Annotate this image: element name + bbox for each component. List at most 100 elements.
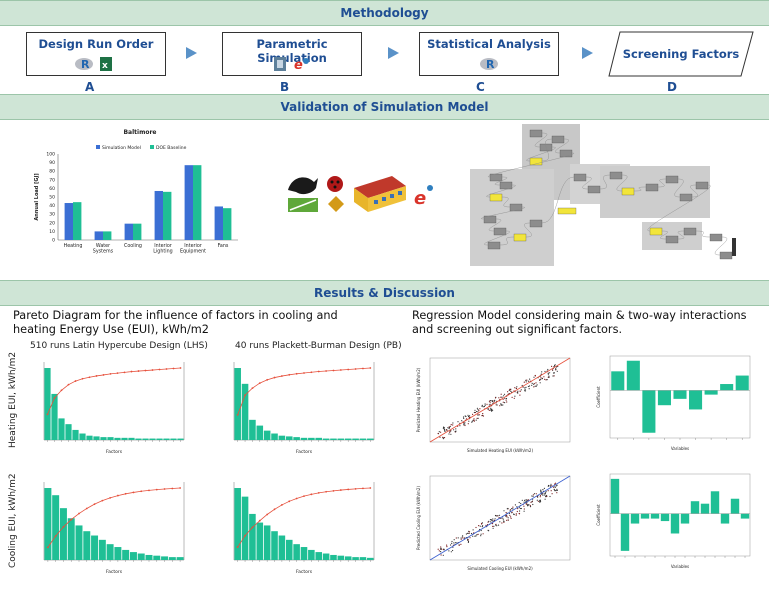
cumulative-point [109, 372, 112, 375]
scatter-point [496, 404, 498, 406]
cumulative-point [347, 488, 350, 491]
scatter-point [520, 502, 522, 505]
component-node [719, 251, 733, 260]
wire [484, 230, 510, 246]
scatter-point [488, 530, 490, 532]
scatter-point [555, 368, 557, 370]
scatter-point [540, 489, 542, 491]
cumulative-point [325, 370, 328, 372]
scatter-point [556, 370, 558, 372]
scatter-point [494, 514, 497, 517]
cumulative-point [140, 490, 143, 493]
scatter-point [455, 428, 457, 430]
scatter-point [544, 498, 546, 500]
step-letter-b: B [280, 80, 290, 94]
pareto-bar [249, 513, 256, 560]
scatter-point [505, 514, 507, 516]
legend-label: Simulation Model [102, 145, 141, 151]
cumulative-point [369, 367, 372, 369]
pareto-bar [86, 435, 93, 440]
scatter-point [467, 541, 469, 543]
scatter-point [509, 509, 511, 511]
scatter-point [440, 548, 442, 550]
y-tick-label: 10 [49, 229, 55, 235]
wire [714, 236, 728, 256]
cumulative-point [155, 488, 158, 491]
pareto-bar [128, 437, 135, 440]
component-node [645, 183, 659, 192]
scatter-point [439, 436, 441, 438]
scatter-point [459, 425, 461, 427]
scatter-point [528, 504, 530, 506]
cumulative-point [46, 413, 49, 416]
scatter-point [491, 519, 493, 521]
cumulative-point [137, 370, 140, 372]
scatter-point [552, 486, 555, 488]
scatter-point [468, 420, 470, 422]
pareto-bar [44, 488, 52, 560]
pareto-bar [83, 531, 91, 560]
scatter-point [557, 365, 559, 368]
scatter-point [518, 513, 521, 515]
cumulative-point [62, 526, 65, 528]
scatter-point [541, 371, 543, 373]
cumulative-point [339, 369, 342, 371]
scatter-point [513, 513, 515, 515]
wire [690, 184, 698, 198]
scatter-point [548, 375, 550, 377]
scatter-point [474, 411, 476, 414]
x-axis-label: Factors [296, 449, 313, 455]
scatter-point [477, 413, 479, 415]
scatter-point [525, 503, 527, 505]
y-tick-label: 90 [49, 160, 55, 166]
pareto-cooling-pb: Factors [233, 482, 375, 575]
cumulative-point [339, 489, 342, 491]
bar [103, 231, 112, 240]
pareto-bar [145, 554, 153, 560]
scatter-point [502, 398, 504, 400]
x-axis-label: Variables [671, 564, 689, 569]
coefficient-bar [720, 513, 730, 524]
scatter-point [556, 489, 558, 491]
scatter-point [477, 408, 479, 411]
component-node [487, 241, 501, 250]
scatter-point [477, 414, 479, 416]
cumulative-point [258, 382, 261, 385]
pareto-bar [153, 555, 161, 560]
step-parametric-simulation: Parametric Simulation e [222, 32, 362, 76]
component-node [732, 238, 736, 256]
scatter-point [472, 413, 474, 415]
scatter-point [532, 499, 534, 501]
scatter-point [545, 491, 547, 493]
component-node [649, 227, 663, 236]
methodology-banner: Methodology [0, 0, 769, 26]
x-tick-label: Equipment [180, 249, 206, 255]
scatter-point [442, 438, 444, 440]
cumulative-point [102, 374, 105, 376]
cumulative-point [354, 488, 357, 490]
y-tick-label: 70 [49, 177, 55, 183]
y-tick-label: 100 [46, 152, 55, 158]
cumulative-point [109, 496, 112, 499]
scatter-point [463, 422, 465, 425]
scatter-point [552, 369, 554, 371]
scatter-point [476, 410, 478, 413]
scatter-point [462, 416, 465, 418]
pareto-bar [359, 557, 367, 560]
scatter-point [447, 427, 449, 429]
pareto-bar [234, 488, 241, 560]
scatter-point [528, 385, 531, 387]
scatter-point [540, 491, 542, 493]
scatter-point [442, 436, 444, 438]
scatter-point [544, 378, 546, 380]
scatter-point [512, 508, 514, 510]
coefficient-bar [680, 513, 690, 524]
scatter-point [519, 507, 521, 510]
scatter-point [537, 496, 539, 498]
cumulative-point [280, 504, 283, 506]
cumulative-point [303, 495, 305, 498]
scatter-point [547, 372, 549, 374]
scatter-point [476, 417, 478, 419]
scatter-point [550, 483, 552, 485]
scatter-point [555, 485, 557, 487]
